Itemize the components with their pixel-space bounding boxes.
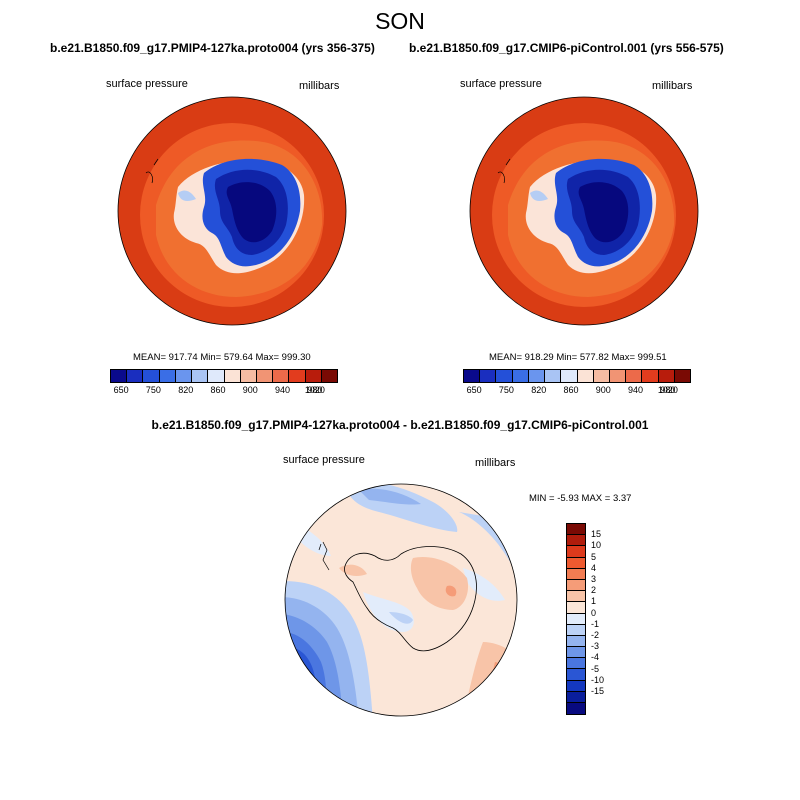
colorbar-tick-label: 900 <box>595 385 611 395</box>
colorbar-swatch <box>567 624 585 636</box>
colorbar-swatch <box>208 370 225 382</box>
season-title: SON <box>375 8 425 34</box>
colorbar-swatch <box>111 370 128 382</box>
colorbar-swatch <box>512 370 529 382</box>
colorbar-swatch <box>567 613 585 625</box>
colorbar-tick-label: 820 <box>531 385 547 395</box>
colorbar-tick-label: -2 <box>591 630 600 640</box>
right-variable-label: surface pressure <box>460 78 542 90</box>
colorbar-swatch <box>567 635 585 648</box>
colorbar-tick-label: 650 <box>466 385 482 395</box>
colorbar-swatch <box>567 602 585 614</box>
colorbar-swatch <box>192 370 209 382</box>
colorbar-swatch <box>567 546 585 558</box>
diff-panel-title: b.e21.B1850.f09_g17.PMIP4-127ka.proto004… <box>151 418 649 432</box>
colorbar-swatch <box>224 370 241 382</box>
left-stats: MEAN= 917.74 Min= 579.64 Max= 999.30 <box>133 352 311 363</box>
colorbar-tick-label: -10 <box>591 674 605 685</box>
colorbar-tick-label: 750 <box>498 385 514 395</box>
colorbar-tick-label: 860 <box>210 385 226 395</box>
right-colorbar-ticks: 650 750 820 860 900 940 980 1020 <box>463 385 691 397</box>
colorbar-swatch <box>567 658 585 670</box>
colorbar-swatch <box>567 535 585 547</box>
right-polar-map <box>469 96 699 326</box>
left-colorbar-ticks: 650 750 820 860 900 940 980 1020 <box>110 385 338 397</box>
right-colorbar <box>463 369 691 383</box>
colorbar-swatch <box>674 370 691 382</box>
left-polar-map <box>117 96 347 326</box>
colorbar-tick-label: 980 <box>307 385 323 395</box>
colorbar-tick-label: -3 <box>591 641 600 652</box>
colorbar-swatch <box>321 370 338 382</box>
colorbar-tick-label: -15 <box>591 686 605 696</box>
colorbar-tick-label: 940 <box>275 385 291 395</box>
colorbar-swatch <box>480 370 497 382</box>
colorbar-tick-label: -4 <box>591 652 600 663</box>
left-panel-title: b.e21.B1850.f09_g17.PMIP4-127ka.proto004… <box>50 41 375 55</box>
colorbar-swatch <box>577 370 594 382</box>
colorbar-swatch <box>175 370 193 382</box>
colorbar-swatch <box>567 669 585 681</box>
colorbar-swatch <box>567 579 585 592</box>
colorbar-tick-label: 5 <box>591 551 597 562</box>
colorbar-tick-label: 980 <box>660 385 676 395</box>
colorbar-tick-label: 0 <box>591 607 597 618</box>
colorbar-tick-label: 900 <box>242 385 258 395</box>
colorbar-swatch <box>143 370 160 382</box>
colorbar-tick-label: 1020 <box>304 385 325 395</box>
colorbar-swatch <box>240 370 257 382</box>
colorbar-tick-label: 4 <box>591 562 597 573</box>
colorbar-tick-label: -5 <box>591 663 600 674</box>
diff-stats: MIN = -5.93 MAX = 3.37 <box>529 493 632 504</box>
colorbar-swatch <box>567 703 585 715</box>
colorbar-tick-label: 2 <box>591 585 597 596</box>
colorbar-swatch <box>464 370 481 382</box>
colorbar-swatch <box>609 370 627 382</box>
colorbar-swatch <box>567 524 585 536</box>
colorbar-swatch <box>642 370 659 382</box>
colorbar-swatch <box>127 370 144 382</box>
colorbar-tick-label: 1 <box>591 596 597 607</box>
right-units-label: millibars <box>652 80 693 92</box>
colorbar-tick-label: 940 <box>628 385 644 395</box>
colorbar-swatch <box>305 370 322 382</box>
colorbar-swatch <box>658 370 675 382</box>
colorbar-swatch <box>567 591 585 603</box>
colorbar-swatch <box>496 370 513 382</box>
colorbar-swatch <box>567 647 585 659</box>
colorbar-swatch <box>561 370 578 382</box>
colorbar-tick-label: 10 <box>591 540 602 551</box>
right-stats: MEAN= 918.29 Min= 577.82 Max= 999.51 <box>489 352 667 363</box>
colorbar-swatch <box>567 680 585 692</box>
colorbar-tick-label: -1 <box>591 618 600 629</box>
left-variable-label: surface pressure <box>106 78 188 90</box>
colorbar-tick-label: 820 <box>178 385 194 395</box>
right-panel-title: b.e21.B1850.f09_g17.CMIP6-piControl.001 … <box>409 41 724 55</box>
colorbar-swatch <box>256 370 274 382</box>
colorbar-tick-label: 650 <box>113 385 129 395</box>
colorbar-swatch <box>528 370 546 382</box>
left-units-label: millibars <box>299 80 340 92</box>
diff-colorbar <box>566 523 586 716</box>
colorbar-swatch <box>273 370 290 382</box>
colorbar-swatch <box>289 370 306 382</box>
diff-variable-label: surface pressure <box>283 454 365 466</box>
colorbar-swatch <box>567 568 585 580</box>
colorbar-tick-label: 3 <box>591 574 597 584</box>
colorbar-tick-label: 860 <box>563 385 579 395</box>
colorbar-swatch <box>159 370 176 382</box>
colorbar-tick-label: 15 <box>591 529 602 540</box>
colorbar-tick-label: 750 <box>145 385 161 395</box>
diff-polar-map <box>284 483 518 717</box>
colorbar-swatch <box>626 370 643 382</box>
diff-units-label: millibars <box>475 457 516 469</box>
colorbar-swatch <box>567 691 585 703</box>
left-colorbar <box>110 369 338 383</box>
colorbar-tick-label: 1020 <box>657 385 678 395</box>
colorbar-swatch <box>567 557 585 569</box>
colorbar-swatch <box>545 370 562 382</box>
colorbar-swatch <box>593 370 610 382</box>
